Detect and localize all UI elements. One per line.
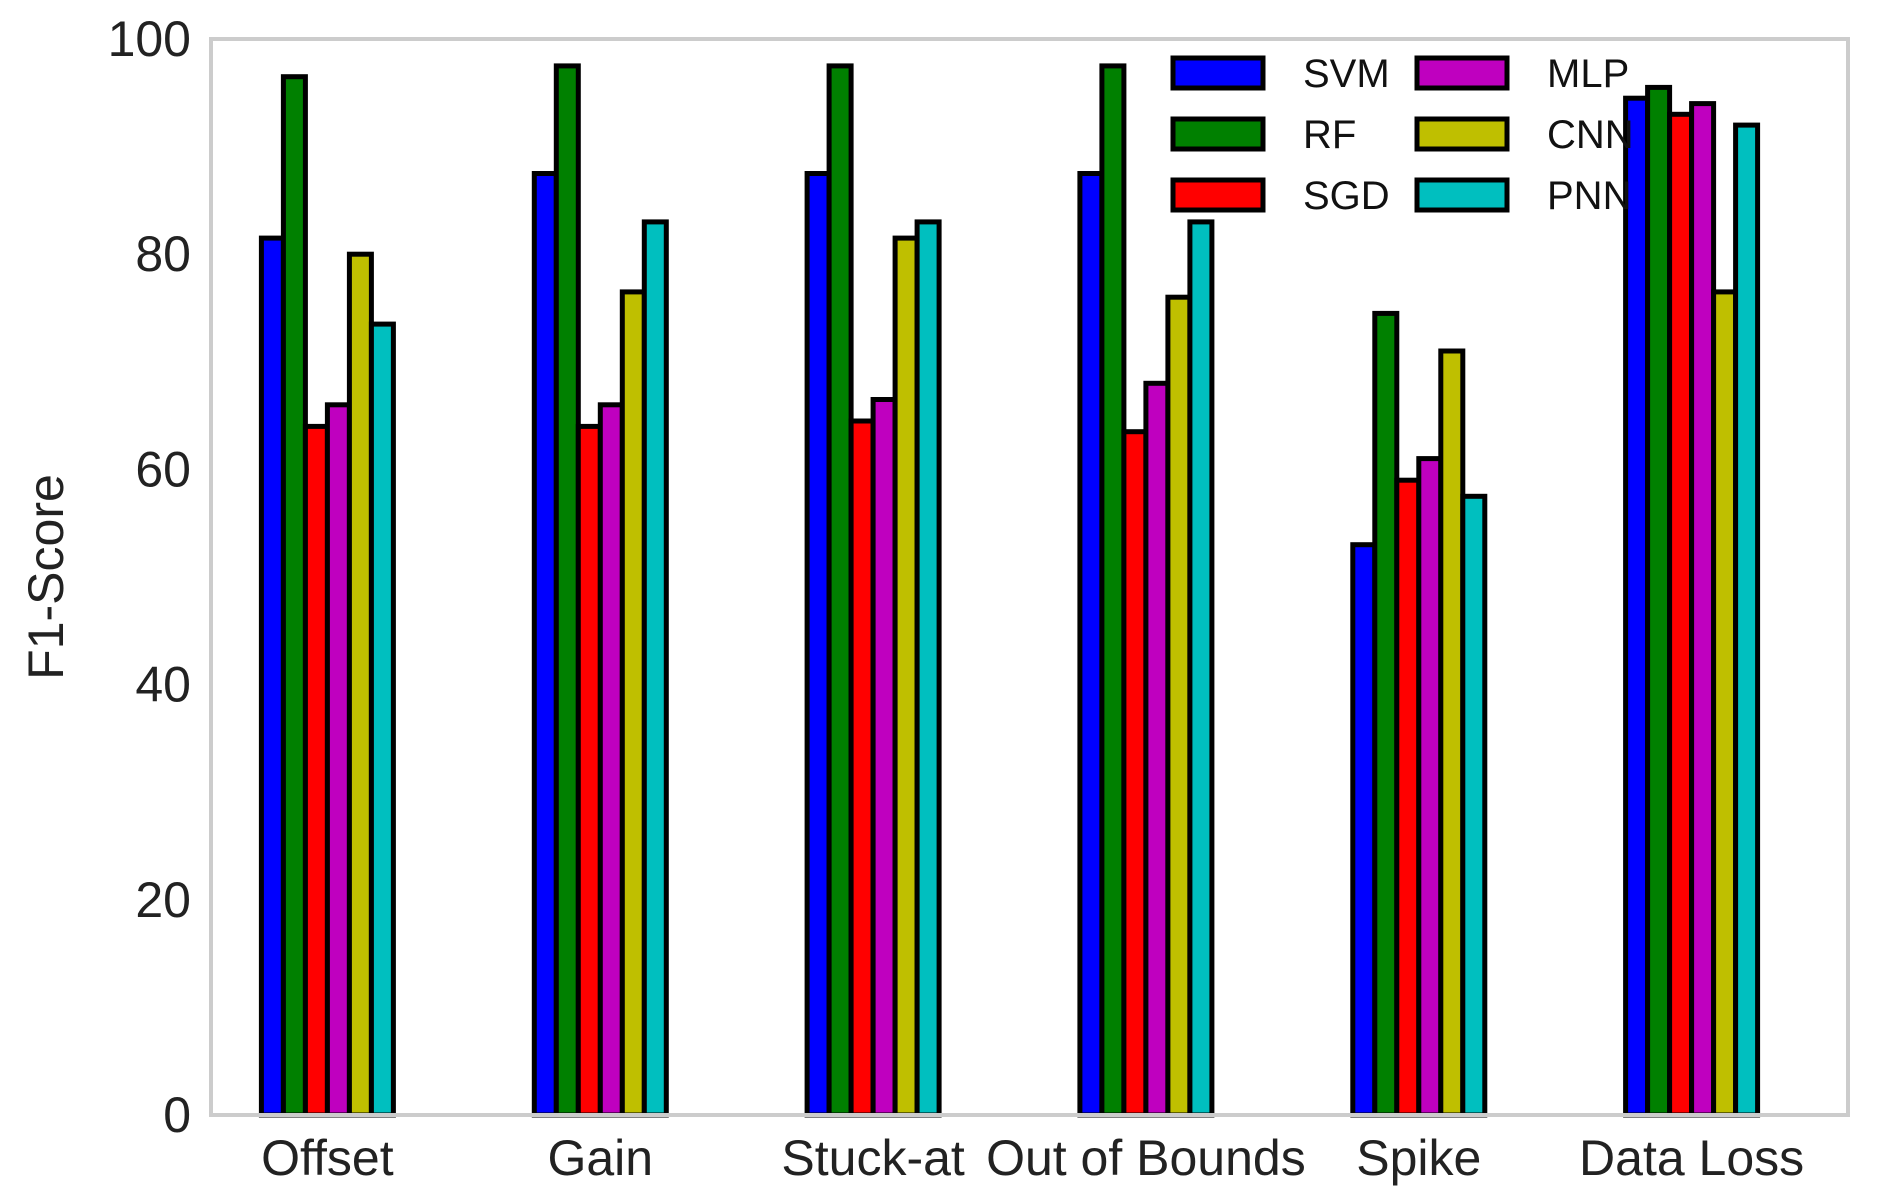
legend-label-pnn: PNN [1547, 174, 1631, 218]
bar-svm-data-loss [1623, 95, 1651, 1118]
bar-pnn-stuck-at [914, 219, 942, 1118]
bar-mlp-stuck-at [870, 397, 898, 1118]
legend-label-mlp: MLP [1547, 52, 1629, 96]
x-tick-label-gain: Gain [547, 1130, 653, 1186]
y-tick-label: 100 [108, 11, 191, 67]
bar-cnn-offset [346, 251, 374, 1118]
x-tick-labels: Offset Gain Stuck-at Out of Bounds Spike Data… [261, 1130, 1804, 1186]
bar-rf-gain [553, 63, 581, 1118]
x-tick-label-out-of-bounds: Out of Bounds [986, 1130, 1306, 1186]
x-tick-label-spike: Spike [1356, 1130, 1481, 1186]
bar-svm-gain [531, 171, 559, 1118]
bar-sgd-gain [575, 423, 603, 1118]
bar-rf-out-of-bounds [1099, 63, 1127, 1118]
bar-rf-spike [1372, 310, 1400, 1118]
bar-sgd-stuck-at [848, 418, 876, 1118]
legend-label-rf: RF [1303, 113, 1356, 157]
y-tick-label: 60 [135, 441, 191, 497]
bar-pnn-spike [1460, 493, 1488, 1118]
y-tick-labels: 0 20 40 60 80 100 [108, 11, 191, 1143]
legend: SVM RF SGD MLP CNN PNN [1170, 52, 1634, 218]
bar-svm-spike [1350, 542, 1378, 1118]
bar-mlp-offset [324, 402, 352, 1118]
bar-pnn-data-loss [1733, 122, 1761, 1118]
bar-mlp-gain [597, 402, 625, 1118]
bar-mlp-out-of-bounds [1143, 380, 1171, 1118]
bar-rf-data-loss [1645, 84, 1673, 1118]
bar-cnn-out-of-bounds [1165, 294, 1193, 1118]
bar-pnn-gain [641, 219, 669, 1118]
bar-svm-out-of-bounds [1077, 171, 1105, 1118]
x-tick-label-offset: Offset [261, 1130, 394, 1186]
x-tick-label-data-loss: Data Loss [1579, 1130, 1804, 1186]
y-tick-label: 40 [135, 657, 191, 713]
bar-cnn-gain [619, 289, 647, 1118]
legend-swatch-mlp [1414, 55, 1510, 91]
bar-svm-stuck-at [804, 171, 832, 1118]
bar-pnn-offset [368, 321, 396, 1118]
legend-label-cnn: CNN [1547, 113, 1634, 157]
bar-cnn-data-loss [1711, 289, 1739, 1118]
legend-swatch-cnn [1414, 116, 1510, 152]
bar-svm-offset [258, 235, 286, 1118]
bar-rf-stuck-at [826, 63, 854, 1118]
bar-sgd-offset [302, 423, 330, 1118]
bar-cnn-stuck-at [892, 235, 920, 1118]
bar-sgd-out-of-bounds [1121, 429, 1149, 1118]
bar-rf-offset [280, 74, 308, 1118]
bar-cnn-spike [1438, 348, 1466, 1118]
legend-label-svm: SVM [1303, 52, 1390, 96]
legend-label-sgd: SGD [1303, 174, 1390, 218]
x-tick-label-stuck-at: Stuck-at [781, 1130, 965, 1186]
bar-pnn-out-of-bounds [1187, 219, 1215, 1118]
legend-swatch-rf [1170, 116, 1266, 152]
plot-frame [209, 37, 1850, 1117]
y-tick-label: 20 [135, 872, 191, 928]
bar-mlp-data-loss [1689, 101, 1717, 1118]
y-tick-label: 80 [135, 226, 191, 282]
legend-swatch-svm [1170, 55, 1266, 91]
bar-mlp-spike [1416, 456, 1444, 1118]
bar-sgd-spike [1394, 477, 1422, 1118]
y-tick-label: 0 [163, 1087, 191, 1143]
legend-swatch-pnn [1414, 177, 1510, 213]
y-axis-label: F1-Score [18, 474, 74, 680]
legend-swatch-sgd [1170, 177, 1266, 213]
bar-sgd-data-loss [1667, 111, 1695, 1118]
